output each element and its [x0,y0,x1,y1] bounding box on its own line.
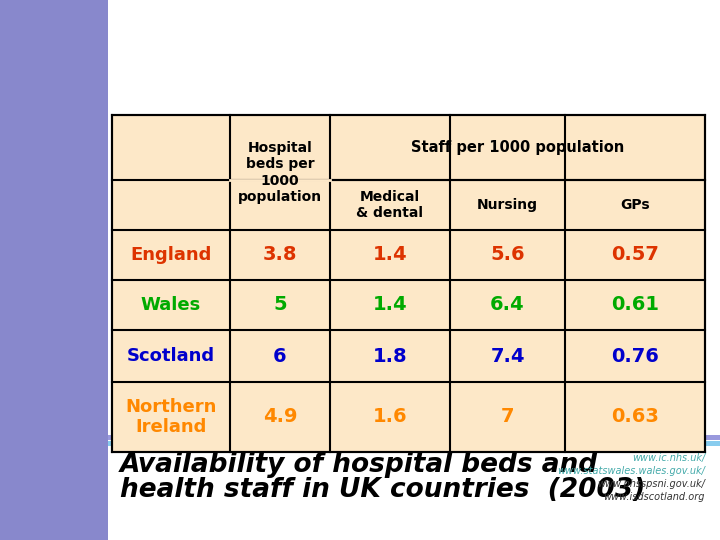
Text: England: England [130,246,212,264]
Text: www.ic.nhs.uk/: www.ic.nhs.uk/ [631,453,705,463]
Text: 0.76: 0.76 [611,347,659,366]
Text: www.phsspsni.gov.uk/: www.phsspsni.gov.uk/ [597,479,705,489]
Text: 0.61: 0.61 [611,295,659,314]
Text: 7.4: 7.4 [490,347,525,366]
FancyBboxPatch shape [108,435,720,440]
FancyBboxPatch shape [0,0,108,540]
Text: Nursing: Nursing [477,198,538,212]
Text: 0.63: 0.63 [611,408,659,427]
Text: GPs: GPs [620,198,650,212]
Text: Scotland: Scotland [127,347,215,365]
Text: 5.6: 5.6 [490,246,525,265]
Text: 6: 6 [273,347,287,366]
Text: Staff per 1000 population: Staff per 1000 population [411,140,624,155]
Text: Availability of hospital beds and: Availability of hospital beds and [120,452,598,478]
Text: 1.4: 1.4 [373,295,408,314]
Text: Northern
Ireland: Northern Ireland [125,397,217,436]
Text: Medical
& dental: Medical & dental [356,190,423,220]
FancyBboxPatch shape [108,441,720,446]
Text: Wales: Wales [141,296,201,314]
Text: health staff in UK countries  (2003): health staff in UK countries (2003) [120,477,645,503]
Text: www.isdscotland.org: www.isdscotland.org [603,492,705,502]
Text: Hospital
beds per
1000
population: Hospital beds per 1000 population [238,141,322,204]
Text: 6.4: 6.4 [490,295,525,314]
Text: 1.8: 1.8 [373,347,408,366]
Text: 3.8: 3.8 [263,246,297,265]
Text: www.statswales.wales.gov.uk/: www.statswales.wales.gov.uk/ [557,466,705,476]
Bar [112,115,705,452]
Text: 7: 7 [500,408,514,427]
Text: 4.9: 4.9 [263,408,297,427]
Text: 1.4: 1.4 [373,246,408,265]
Text: 1.6: 1.6 [373,408,408,427]
Text: 5: 5 [273,295,287,314]
Text: 0.57: 0.57 [611,246,659,265]
